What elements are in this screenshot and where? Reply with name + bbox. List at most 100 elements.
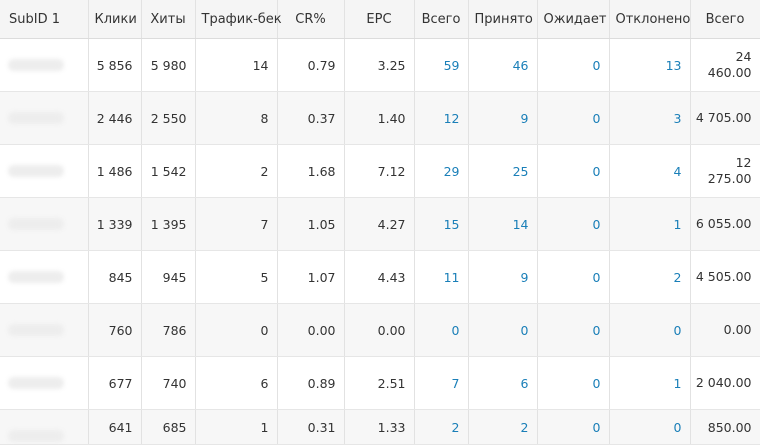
hits-cell: 740 bbox=[141, 356, 196, 410]
rejected-link[interactable]: 2 bbox=[609, 250, 691, 304]
sum-cell: 4 705.00 bbox=[690, 91, 760, 145]
trafback-cell: 14 bbox=[195, 38, 278, 92]
col-header-cr[interactable]: CR% bbox=[277, 0, 345, 39]
col-header-pending[interactable]: Ожидает bbox=[537, 0, 610, 39]
rejected-link[interactable]: 0 bbox=[609, 303, 691, 357]
epc-cell: 4.27 bbox=[344, 197, 415, 251]
accepted-link[interactable]: 46 bbox=[468, 38, 538, 92]
clicks-cell: 5 856 bbox=[88, 38, 142, 92]
clicks-cell: 845 bbox=[88, 250, 142, 304]
redacted-subid bbox=[8, 377, 64, 389]
cr-cell: 0.31 bbox=[277, 409, 345, 445]
accepted-link[interactable]: 0 bbox=[468, 303, 538, 357]
hits-cell: 1 542 bbox=[141, 144, 196, 198]
table-row: 1 486 1 542 2 1.68 7.12 29 25 0 4 12 275… bbox=[0, 144, 760, 198]
total-link[interactable]: 12 bbox=[414, 91, 469, 145]
cr-cell: 0.00 bbox=[277, 303, 345, 357]
clicks-cell: 641 bbox=[88, 409, 142, 445]
rejected-link[interactable]: 3 bbox=[609, 91, 691, 145]
trafback-cell: 0 bbox=[195, 303, 278, 357]
trafback-cell: 8 bbox=[195, 91, 278, 145]
col-header-trafback[interactable]: Трафик-бек bbox=[195, 0, 282, 39]
subid-cell bbox=[0, 356, 89, 410]
trafback-cell: 7 bbox=[195, 197, 278, 251]
rejected-link[interactable]: 1 bbox=[609, 197, 691, 251]
redacted-subid bbox=[8, 218, 64, 230]
trafback-cell: 5 bbox=[195, 250, 278, 304]
pending-link[interactable]: 0 bbox=[537, 409, 610, 445]
subid-cell bbox=[0, 303, 89, 357]
sum-cell: 6 055.00 bbox=[690, 197, 760, 251]
table-row: 1 339 1 395 7 1.05 4.27 15 14 0 1 6 055.… bbox=[0, 197, 760, 251]
epc-cell: 2.51 bbox=[344, 356, 415, 410]
subid-cell bbox=[0, 250, 89, 304]
table-row: 845 945 5 1.07 4.43 11 9 0 2 4 505.00 bbox=[0, 250, 760, 304]
subid-cell bbox=[0, 144, 89, 198]
hits-cell: 786 bbox=[141, 303, 196, 357]
cr-cell: 0.89 bbox=[277, 356, 345, 410]
table-row: 641 685 1 0.31 1.33 2 2 0 0 850.00 bbox=[0, 409, 760, 445]
col-header-sum[interactable]: Всего bbox=[690, 0, 760, 39]
total-link[interactable]: 15 bbox=[414, 197, 469, 251]
accepted-link[interactable]: 6 bbox=[468, 356, 538, 410]
col-header-rejected[interactable]: Отклонено bbox=[609, 0, 691, 39]
accepted-link[interactable]: 9 bbox=[468, 250, 538, 304]
col-header-accepted[interactable]: Принято bbox=[468, 0, 538, 39]
accepted-link[interactable]: 25 bbox=[468, 144, 538, 198]
pending-link[interactable]: 0 bbox=[537, 197, 610, 251]
epc-cell: 0.00 bbox=[344, 303, 415, 357]
hits-cell: 5 980 bbox=[141, 38, 196, 92]
total-link[interactable]: 59 bbox=[414, 38, 469, 92]
pending-link[interactable]: 0 bbox=[537, 144, 610, 198]
pending-link[interactable]: 0 bbox=[537, 250, 610, 304]
col-header-epc[interactable]: EPC bbox=[344, 0, 415, 39]
cr-cell: 1.05 bbox=[277, 197, 345, 251]
cr-cell: 1.07 bbox=[277, 250, 345, 304]
rejected-link[interactable]: 4 bbox=[609, 144, 691, 198]
accepted-link[interactable]: 14 bbox=[468, 197, 538, 251]
table-row: 5 856 5 980 14 0.79 3.25 59 46 0 13 24 4… bbox=[0, 38, 760, 92]
col-header-subid[interactable]: SubID 1 bbox=[0, 0, 89, 39]
clicks-cell: 1 486 bbox=[88, 144, 142, 198]
redacted-subid bbox=[8, 430, 64, 442]
accepted-link[interactable]: 9 bbox=[468, 91, 538, 145]
total-link[interactable]: 11 bbox=[414, 250, 469, 304]
total-link[interactable]: 2 bbox=[414, 409, 469, 445]
col-header-hits[interactable]: Хиты bbox=[141, 0, 196, 39]
clicks-cell: 1 339 bbox=[88, 197, 142, 251]
table-header: SubID 1 Клики Хиты Трафик-бек CR% EPC Вс… bbox=[0, 0, 760, 39]
sum-cell: 850.00 bbox=[690, 409, 760, 445]
rejected-link[interactable]: 1 bbox=[609, 356, 691, 410]
col-header-total[interactable]: Всего bbox=[414, 0, 469, 39]
total-link[interactable]: 7 bbox=[414, 356, 469, 410]
cr-cell: 0.79 bbox=[277, 38, 345, 92]
hits-cell: 685 bbox=[141, 409, 196, 445]
trafback-cell: 6 bbox=[195, 356, 278, 410]
subid-cell bbox=[0, 409, 89, 445]
total-link[interactable]: 29 bbox=[414, 144, 469, 198]
table-row: 2 446 2 550 8 0.37 1.40 12 9 0 3 4 705.0… bbox=[0, 91, 760, 145]
col-header-clicks[interactable]: Клики bbox=[88, 0, 142, 39]
accepted-link[interactable]: 2 bbox=[468, 409, 538, 445]
sum-cell: 24 460.00 bbox=[690, 38, 760, 92]
trafback-cell: 2 bbox=[195, 144, 278, 198]
pending-link[interactable]: 0 bbox=[537, 91, 610, 145]
epc-cell: 7.12 bbox=[344, 144, 415, 198]
epc-cell: 4.43 bbox=[344, 250, 415, 304]
clicks-cell: 677 bbox=[88, 356, 142, 410]
rejected-link[interactable]: 0 bbox=[609, 409, 691, 445]
rejected-link[interactable]: 13 bbox=[609, 38, 691, 92]
redacted-subid bbox=[8, 324, 64, 336]
sum-cell: 4 505.00 bbox=[690, 250, 760, 304]
clicks-cell: 760 bbox=[88, 303, 142, 357]
pending-link[interactable]: 0 bbox=[537, 356, 610, 410]
pending-link[interactable]: 0 bbox=[537, 303, 610, 357]
hits-cell: 1 395 bbox=[141, 197, 196, 251]
cr-cell: 0.37 bbox=[277, 91, 345, 145]
table-body: 5 856 5 980 14 0.79 3.25 59 46 0 13 24 4… bbox=[0, 38, 760, 445]
sum-cell: 12 275.00 bbox=[690, 144, 760, 198]
pending-link[interactable]: 0 bbox=[537, 38, 610, 92]
total-link[interactable]: 0 bbox=[414, 303, 469, 357]
epc-cell: 3.25 bbox=[344, 38, 415, 92]
